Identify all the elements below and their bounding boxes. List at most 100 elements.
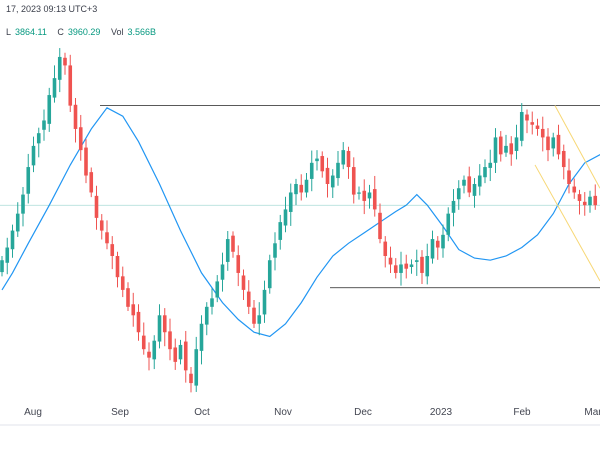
candle-body (325, 167, 330, 184)
candle-body (15, 213, 20, 232)
candle-body (430, 239, 435, 259)
candle-body (535, 125, 540, 129)
candle-body (131, 304, 136, 316)
candle-body (157, 315, 162, 342)
candle-body (21, 194, 25, 214)
candle-body (273, 243, 277, 258)
candle-body (315, 158, 319, 162)
candle-body (89, 172, 94, 193)
candle-body (330, 175, 335, 188)
candle-body (483, 167, 487, 178)
candle-body (546, 136, 550, 151)
candle-body (367, 192, 372, 199)
candle-body (446, 213, 451, 235)
candle-body (441, 234, 445, 249)
candle-body (588, 196, 592, 206)
channel-lower-line (534, 164, 600, 282)
candle-body (262, 289, 267, 315)
candle-body (246, 291, 251, 307)
candle-body (168, 331, 172, 350)
candle-body (294, 184, 298, 195)
candle-body (309, 162, 314, 179)
candle-body (372, 189, 377, 210)
candle-body (435, 240, 440, 248)
candle-body (304, 179, 309, 193)
candle-body (99, 220, 104, 231)
candle-body (252, 307, 256, 324)
candle-body (420, 256, 424, 273)
candle-body (57, 56, 62, 80)
candle-body (105, 232, 109, 244)
x-tick-label: Mar (584, 407, 600, 418)
candle-body (493, 137, 498, 163)
ohlc-close: C 3960.29 (57, 27, 104, 37)
candle-body (593, 195, 598, 206)
chart-header-ohlc: L 3864.11 C 3960.29 Vol 3.566B (6, 27, 164, 37)
ohlc-low: L 3864.11 (6, 27, 51, 37)
candle-body (351, 167, 356, 195)
ohlc-low-value: 3864.11 (15, 27, 47, 37)
candle-body (556, 134, 561, 155)
ohlc-volume-key: Vol (110, 27, 124, 37)
candle-body (456, 188, 461, 200)
x-tick-label: Feb (513, 407, 531, 418)
candle-body (399, 264, 403, 273)
candle-body (141, 335, 146, 350)
x-tick-label: Aug (24, 407, 42, 418)
candles-layer (0, 48, 598, 393)
candle-body (63, 57, 67, 66)
candle-body (5, 247, 10, 263)
candle-body (10, 230, 15, 250)
candle-body (388, 257, 393, 265)
moving-average-line (1, 107, 600, 338)
candle-body (236, 255, 241, 273)
candle-body (136, 311, 141, 333)
candle-body (225, 239, 230, 262)
x-tick-label: Oct (194, 407, 210, 418)
candle-body (462, 179, 466, 186)
candle-body (530, 122, 535, 125)
candle-body (94, 195, 99, 218)
ohlc-close-value: 3960.29 (67, 27, 101, 37)
candle-body (31, 145, 36, 166)
chart-header-timestamp: 17, 2023 09:13 UTC+3 (6, 4, 98, 14)
candle-body (582, 201, 587, 206)
levels-layer (0, 105, 600, 289)
candle-body (488, 162, 493, 168)
candle-body (425, 256, 430, 277)
candle-body (577, 194, 582, 201)
candle-body (162, 315, 167, 333)
candle-body (73, 104, 78, 129)
candle-body (567, 170, 571, 184)
candle-body (472, 184, 477, 196)
candle-body (183, 341, 188, 371)
candle-body (404, 263, 409, 269)
candle-body (42, 120, 46, 130)
candle-body (52, 78, 57, 98)
candle-body (152, 340, 157, 360)
candle-body (477, 175, 482, 187)
candle-body (525, 114, 529, 121)
candle-body (220, 264, 225, 280)
candle-body (78, 127, 83, 151)
candle-body (346, 150, 351, 168)
candle-body (519, 112, 524, 141)
candle-body (194, 349, 199, 386)
candle-body (467, 176, 472, 193)
candle-body (504, 145, 508, 153)
candle-body (120, 276, 125, 290)
candle-body (267, 260, 272, 289)
candle-body (288, 192, 293, 212)
candle-body (147, 351, 151, 358)
candle-body (320, 156, 325, 172)
candle-body (540, 128, 545, 138)
candle-body (68, 65, 73, 106)
candle-body (357, 192, 361, 194)
candle-body (84, 147, 88, 176)
candle-body (26, 167, 31, 194)
candle-body (189, 373, 193, 384)
candle-body (215, 281, 220, 298)
candle-body (231, 235, 235, 252)
ohlc-volume-value: 3.566B (127, 27, 157, 37)
